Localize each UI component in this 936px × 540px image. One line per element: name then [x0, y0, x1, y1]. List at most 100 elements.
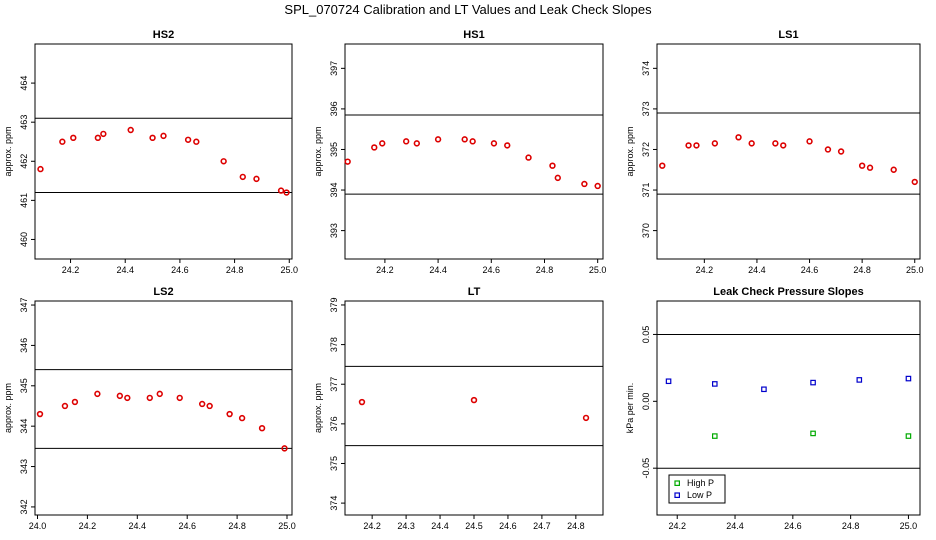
- y-axis-label: approx. ppm: [3, 126, 13, 176]
- panel-title: LT: [468, 286, 481, 298]
- x-tick-label: 25.0: [906, 265, 924, 275]
- data-point: [905, 375, 912, 382]
- x-tick-label: 24.2: [79, 521, 97, 531]
- data-point: [344, 158, 351, 165]
- data-point: [824, 146, 832, 153]
- legend-marker: [674, 480, 681, 487]
- data-point: [911, 178, 918, 186]
- data-point: [837, 148, 845, 155]
- y-tick-label: 344: [19, 419, 29, 434]
- data-point: [59, 138, 66, 145]
- x-tick-label: 24.6: [784, 521, 802, 531]
- data-point: [258, 424, 266, 432]
- data-point: [810, 430, 816, 437]
- x-tick-label: 24.8: [536, 265, 554, 275]
- x-tick-label: 24.8: [853, 265, 871, 275]
- panel-4: LS2 approx. ppm 24.0 24.2 24.4 24.6 24.8 25.0 34…: [3, 286, 296, 531]
- data-point: [160, 132, 167, 140]
- x-tick-label: 24.2: [696, 265, 714, 275]
- plot-frame: [656, 43, 921, 260]
- data-point: [94, 134, 102, 142]
- data-point: [220, 158, 227, 165]
- legend-label: Low P: [687, 490, 712, 500]
- x-tick-label: 24.6: [171, 265, 189, 275]
- panel-title: LS1: [778, 29, 798, 41]
- y-tick-label: 464: [19, 76, 29, 91]
- x-tick-label: 24.6: [483, 265, 501, 275]
- x-tick-label: 24.8: [226, 265, 244, 275]
- x-tick-label: 24.4: [748, 265, 766, 275]
- data-point: [525, 154, 532, 161]
- x-tick-label: 24.8: [842, 521, 860, 531]
- y-axis-label: approx. ppm: [313, 383, 323, 433]
- data-point: [810, 379, 816, 386]
- y-axis-label: kPa per min.: [625, 383, 635, 434]
- data-point: [156, 390, 163, 398]
- y-tick-label: 393: [329, 223, 339, 238]
- x-tick-label: 24.4: [129, 521, 147, 531]
- data-point: [582, 414, 590, 422]
- x-tick-label: 24.4: [116, 265, 134, 275]
- data-point: [693, 142, 700, 149]
- y-tick-label: 397: [329, 61, 339, 76]
- data-point: [554, 174, 561, 182]
- x-tick-label: 24.4: [431, 521, 449, 531]
- y-tick-label: 463: [19, 115, 29, 130]
- data-point: [402, 138, 410, 145]
- y-tick-label: 460: [19, 232, 29, 247]
- data-point: [253, 175, 260, 183]
- panel-title: HS1: [463, 29, 484, 41]
- data-point: [239, 173, 246, 181]
- x-tick-label: 24.6: [178, 521, 196, 531]
- y-tick-label: 377: [329, 377, 339, 392]
- x-tick-label: 25.0: [900, 521, 918, 531]
- data-point: [116, 392, 124, 400]
- x-tick-label: 24.6: [499, 521, 517, 531]
- y-axis-label: approx. ppm: [313, 126, 323, 176]
- x-tick-label: 24.2: [363, 521, 381, 531]
- data-point: [581, 180, 588, 188]
- y-tick-label: 345: [19, 378, 29, 393]
- data-point: [735, 134, 742, 141]
- x-tick-label: 24.2: [62, 265, 80, 275]
- y-tick-label: 371: [641, 183, 651, 198]
- y-tick-label: 346: [19, 338, 29, 353]
- data-point: [890, 166, 897, 173]
- x-tick-label: 25.0: [589, 265, 607, 275]
- data-point: [866, 164, 874, 171]
- y-tick-label: 461: [19, 193, 29, 208]
- data-point: [549, 162, 556, 169]
- panel-2: HS1 approx. ppm 24.2 24.4 24.6 24.8 25.0 393 394…: [313, 29, 606, 275]
- data-point: [100, 130, 107, 138]
- data-point: [780, 142, 787, 149]
- y-axis-label: approx. ppm: [3, 383, 13, 433]
- y-tick-label: 396: [329, 101, 339, 116]
- data-point: [858, 162, 866, 169]
- legend-marker: [674, 492, 681, 499]
- data-point: [226, 410, 233, 418]
- data-point: [61, 402, 69, 410]
- data-point: [70, 134, 77, 142]
- y-tick-label: 347: [19, 298, 29, 313]
- y-tick-label: 370: [641, 223, 651, 238]
- data-point: [198, 400, 206, 408]
- data-point: [238, 414, 246, 422]
- figure-title: SPL_070724 Calibration and LT Values and…: [284, 2, 652, 17]
- data-point: [358, 398, 366, 406]
- data-point: [490, 140, 498, 147]
- x-tick-label: 24.4: [726, 521, 744, 531]
- data-point: [146, 394, 153, 402]
- data-point: [193, 138, 200, 145]
- data-point: [124, 394, 131, 402]
- panel-5: LT approx. ppm 24.2 24.3 24.4 24.5 24.6 24.7 24.…: [313, 286, 604, 531]
- legend-box: [668, 474, 726, 504]
- data-point: [434, 136, 442, 143]
- y-tick-label: 394: [329, 183, 339, 198]
- data-point: [71, 398, 79, 406]
- data-point: [504, 142, 511, 149]
- plot-frame: [34, 43, 293, 260]
- y-tick-label: -0.05: [641, 458, 651, 479]
- data-point: [413, 140, 421, 147]
- data-point: [772, 140, 779, 147]
